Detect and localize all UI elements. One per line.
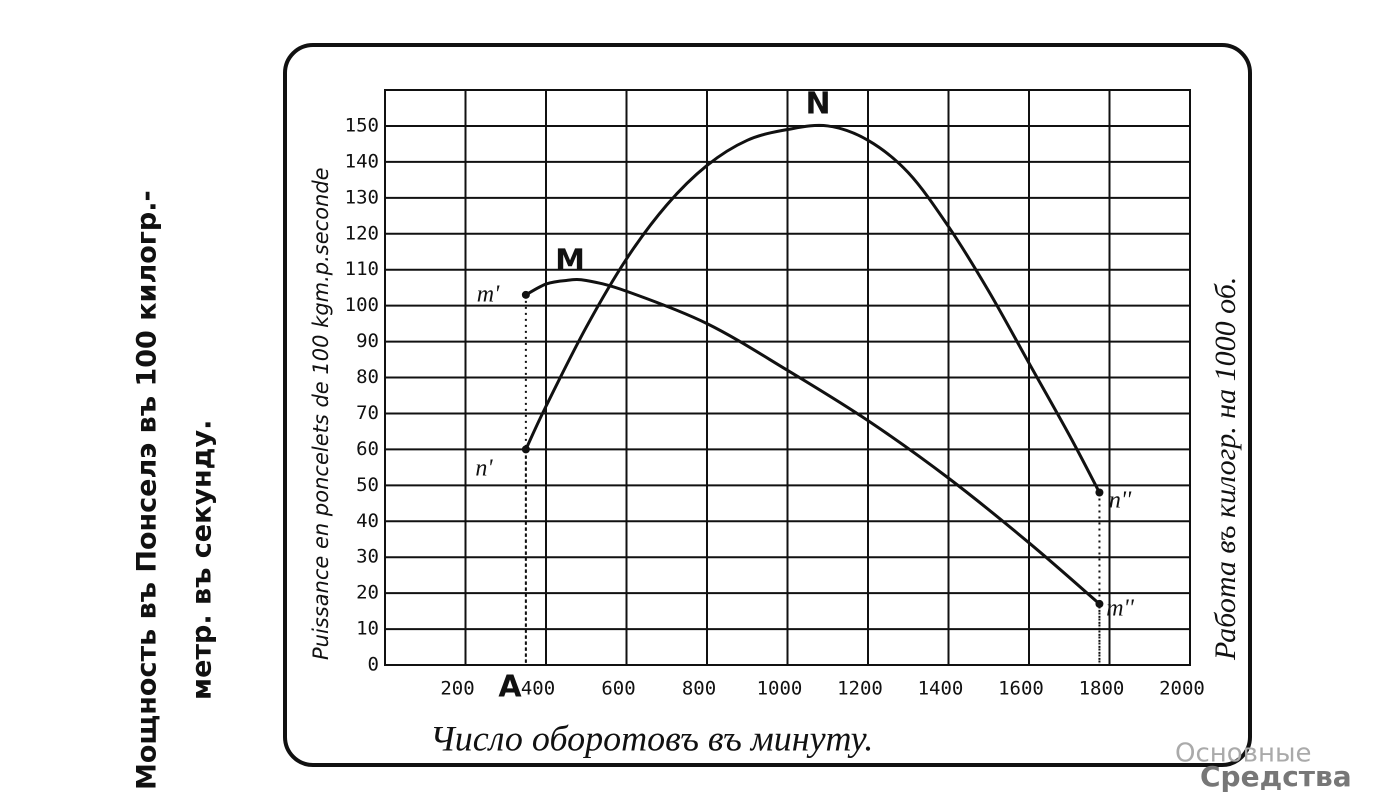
- x-tick-label: 2000: [1159, 678, 1205, 700]
- end-point: [1095, 488, 1104, 497]
- x-tick-label: 800: [682, 678, 716, 700]
- y2-label: Работа въ килогр. на 1000 об.: [1209, 277, 1242, 661]
- curve: [525, 278, 1101, 606]
- y-tick-label: 70: [356, 402, 379, 424]
- x-tick-label: 1800: [1079, 678, 1125, 700]
- y-tick-label: 50: [356, 474, 379, 496]
- curve: [524, 123, 1101, 494]
- annotation: A: [498, 670, 522, 705]
- x-tick-label: 1000: [757, 678, 803, 700]
- frame: [283, 43, 1252, 767]
- outer-y-label: Мощность въ Понселэ въ 100 килогр.-: [132, 190, 163, 790]
- annotation: m'': [1106, 596, 1134, 622]
- y-tick-label: 150: [345, 114, 379, 136]
- y-label: Puissance en poncelets de 100 kgm.p.seco…: [309, 167, 333, 660]
- annotation: N: [805, 87, 830, 122]
- y-tick-label: 10: [356, 618, 379, 640]
- y-tick-label: 20: [356, 582, 379, 604]
- y-tick-label: 110: [345, 258, 379, 280]
- y-tick-label: 130: [345, 186, 379, 208]
- y-tick-label: 80: [356, 366, 379, 388]
- watermark: Средства: [1200, 760, 1352, 793]
- end-point: [521, 445, 530, 454]
- annotation: m': [477, 282, 500, 308]
- x-label: Число оборотовъ въ минуту.: [430, 718, 873, 758]
- y-tick-label: 0: [368, 654, 379, 676]
- y-tick-label: 40: [356, 510, 379, 532]
- y-tick-label: 30: [356, 546, 379, 568]
- annotation: M: [555, 244, 585, 279]
- y-tick-label: 120: [345, 222, 379, 244]
- y-tick-label: 90: [356, 330, 379, 352]
- x-tick-label: 1400: [918, 678, 964, 700]
- y-tick-label: 140: [345, 150, 379, 172]
- annotation: n': [475, 456, 493, 482]
- annotation: n'': [1109, 488, 1132, 514]
- x-tick-label: 600: [601, 678, 635, 700]
- watermark: Основные: [1175, 739, 1312, 769]
- y-tick-label: 100: [345, 294, 379, 316]
- end-point: [1095, 599, 1104, 608]
- x-tick-label: 1600: [998, 678, 1044, 700]
- x-tick-label: 1200: [837, 678, 883, 700]
- outer-y-label: метр. въ секунду.: [187, 420, 218, 700]
- x-tick-label: 400: [521, 678, 555, 700]
- end-point: [521, 290, 530, 299]
- y-tick-label: 60: [356, 438, 379, 460]
- x-tick-label: 200: [440, 678, 474, 700]
